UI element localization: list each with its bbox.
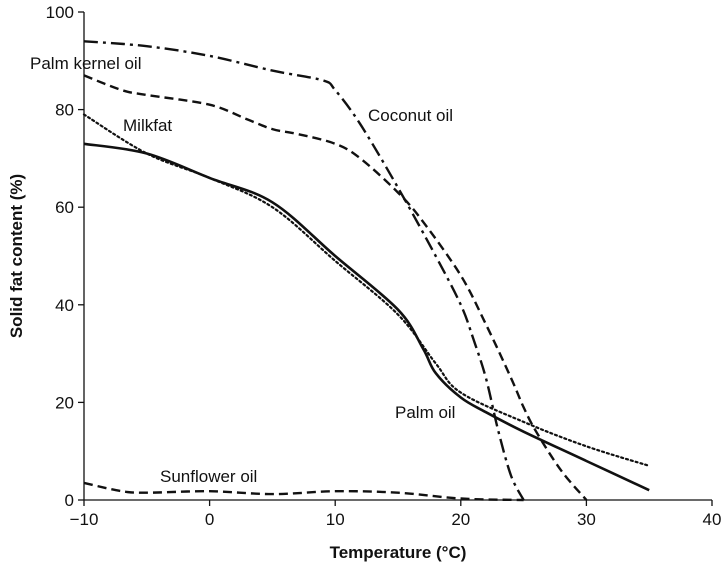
series-label-milkfat: Milkfat <box>123 116 172 135</box>
series-line-sunflower-oil <box>83 481 524 502</box>
series-label-sunflower-oil: Sunflower oil <box>160 467 257 486</box>
axes <box>83 12 712 501</box>
y-axis-title: Solid fat content (%) <box>7 174 26 338</box>
y-tick-label: 80 <box>55 101 74 120</box>
y-tick-label: 20 <box>55 393 74 412</box>
y-tick-label: 40 <box>55 296 74 315</box>
series-layer <box>82 40 651 502</box>
series-label-palm-kernel-oil: Palm kernel oil <box>30 54 142 73</box>
series-line-palm-kernel-oil <box>83 74 588 501</box>
x-axis-title: Temperature (°C) <box>330 543 467 562</box>
x-tick-label: 40 <box>703 510 722 529</box>
x-tick-label: 20 <box>451 510 470 529</box>
series-line-milkfat <box>82 113 651 467</box>
x-tick-label: −10 <box>70 510 99 529</box>
series-label-palm-oil: Palm oil <box>395 403 455 422</box>
y-tick-label: 60 <box>55 198 74 217</box>
series-line-palm-oil <box>83 142 650 492</box>
x-tick-label: 0 <box>205 510 214 529</box>
series-label-coconut-oil: Coconut oil <box>368 106 453 125</box>
series-line-coconut-oil <box>83 40 525 501</box>
x-tick-label: 10 <box>326 510 345 529</box>
x-tick-label: 30 <box>577 510 596 529</box>
y-tick-label: 100 <box>46 3 74 22</box>
y-tick-label: 0 <box>65 491 74 510</box>
